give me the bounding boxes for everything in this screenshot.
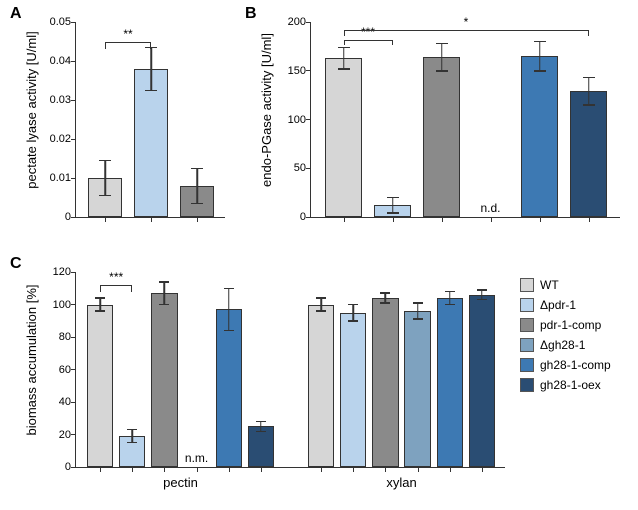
ytick-label: 0.03 (41, 94, 76, 106)
bar-WT (308, 305, 334, 468)
bar-gh28_comp (437, 298, 463, 467)
bar-WT (325, 58, 362, 217)
ytick-label: 100 (276, 114, 311, 126)
legend-label: Δpdr-1 (540, 298, 576, 312)
legend-swatch (520, 278, 534, 292)
significance-bracket (100, 285, 132, 292)
legend-item-pdr1_comp: pdr-1-comp (520, 318, 611, 332)
ytick-label: 0.02 (41, 133, 76, 145)
legend-item-gh28_comp: gh28-1-comp (520, 358, 611, 372)
legend-item-dgh28: Δgh28-1 (520, 338, 611, 352)
ytick-label: 40 (41, 396, 76, 408)
legend-label: WT (540, 278, 559, 292)
bar-pdr1_comp (372, 298, 398, 467)
significance-bracket (105, 42, 151, 50)
bar-gh28_oex (248, 426, 274, 467)
note-label: n.d. (480, 201, 500, 215)
ytick-label: 0 (41, 211, 76, 223)
panel-a-ylabel: pectate lyase activity [U/ml] (24, 15, 39, 205)
note-label: n.m. (185, 451, 208, 465)
bar-gh28_oex (570, 91, 607, 217)
panel-b-plot: 050100150200n.d.**** (310, 23, 620, 218)
x-category-label: pectin (163, 475, 198, 490)
ytick-label: 0.01 (41, 172, 76, 184)
panel-b-label: B (245, 5, 257, 23)
legend-label: gh28-1-oex (540, 378, 601, 392)
ytick-label: 100 (41, 299, 76, 311)
significance-label: *** (109, 270, 123, 284)
bar-dpdr1 (340, 313, 366, 467)
x-category-label: xylan (386, 475, 416, 490)
bar-pdr1_comp (423, 57, 460, 217)
significance-label: * (464, 15, 469, 29)
ytick-label: 20 (41, 429, 76, 441)
ytick-label: 0 (41, 461, 76, 473)
bar-pdr1_comp (151, 293, 177, 467)
ytick-label: 0 (276, 211, 311, 223)
panel-a: A pectate lyase activity [U/ml] 00.010.0… (10, 5, 225, 230)
bar-gh28_comp (521, 56, 558, 217)
bar-dgh28 (404, 311, 430, 467)
legend-swatch (520, 318, 534, 332)
ytick-label: 60 (41, 364, 76, 376)
legend-item-WT: WT (520, 278, 611, 292)
panel-a-label: A (10, 5, 22, 23)
panel-b-ylabel: endo-PGase activity [U/ml] (259, 15, 274, 205)
legend: WT Δpdr-1 pdr-1-comp Δgh28-1 gh28-1-comp gh28… (520, 278, 611, 398)
ytick-label: 80 (41, 331, 76, 343)
ytick-label: 0.04 (41, 55, 76, 67)
ytick-label: 0.05 (41, 16, 76, 28)
bar-WT (87, 305, 113, 468)
ytick-label: 50 (276, 162, 311, 174)
legend-swatch (520, 338, 534, 352)
bar-gh28_oex (469, 295, 495, 467)
ytick-label: 120 (41, 266, 76, 278)
legend-label: pdr-1-comp (540, 318, 601, 332)
ytick-label: 150 (276, 65, 311, 77)
bar-gh28_comp (216, 309, 242, 467)
significance-label: ** (123, 27, 132, 41)
legend-swatch (520, 378, 534, 392)
bar-dpdr1 (134, 69, 169, 217)
panel-c-label: C (10, 255, 22, 273)
legend-label: gh28-1-comp (540, 358, 611, 372)
legend-label: Δgh28-1 (540, 338, 585, 352)
ytick-label: 200 (276, 16, 311, 28)
significance-bracket (344, 30, 589, 36)
panel-b: B endo-PGase activity [U/ml] 05010015020… (245, 5, 630, 230)
figure: A pectate lyase activity [U/ml] 00.010.0… (0, 0, 638, 510)
panel-c-plot: 020406080100120n.m.***pectinxylan (75, 273, 505, 468)
legend-swatch (520, 358, 534, 372)
panel-a-plot: 00.010.020.030.040.05** (75, 23, 225, 218)
legend-item-dpdr1: Δpdr-1 (520, 298, 611, 312)
significance-bracket (344, 40, 393, 46)
legend-item-gh28_oex: gh28-1-oex (520, 378, 611, 392)
legend-swatch (520, 298, 534, 312)
panel-c-ylabel: biomass accumulation [%] (24, 265, 39, 455)
